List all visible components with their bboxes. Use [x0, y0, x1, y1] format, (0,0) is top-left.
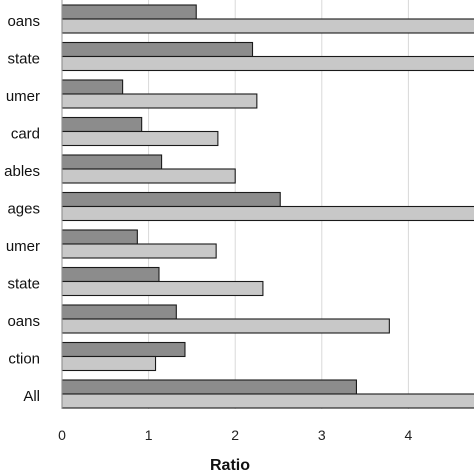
- category-label-7: state: [7, 275, 40, 292]
- category-labels: oans state umer card ables ages umer state oans c…: [4, 13, 40, 405]
- bar-series2-6: [61, 243, 217, 259]
- bar-series1-5: [61, 191, 281, 208]
- category-label-1: state: [7, 50, 40, 67]
- x-tick-labels: 0 1 2 3 4: [58, 427, 412, 443]
- x-tick-label-0: 0: [58, 427, 66, 443]
- bar-series2-4: [61, 168, 236, 184]
- category-label-4: ables: [4, 163, 40, 180]
- bar-series2-8: [61, 318, 390, 334]
- x-tick-label-2: 2: [231, 427, 239, 443]
- bar-series2-2: [61, 93, 258, 109]
- bar-series2-0: [61, 18, 474, 34]
- bar-series1-4: [61, 154, 163, 170]
- bar-series1-8: [61, 304, 177, 320]
- x-tick-label-4: 4: [405, 427, 413, 443]
- category-label-5: ages: [7, 200, 40, 217]
- bar-series2-10: [61, 393, 474, 409]
- x-axis-title: Ratio: [210, 457, 250, 474]
- bar-series2-7: [61, 280, 264, 297]
- bar-series1-9: [61, 341, 186, 358]
- category-label-10: All: [23, 388, 40, 405]
- bar-series1-0: [61, 4, 197, 20]
- bars: [61, 4, 474, 409]
- bar-series2-5: [61, 205, 474, 222]
- category-label-3: card: [11, 125, 40, 142]
- bar-series1-3: [61, 116, 143, 133]
- category-label-0: oans: [7, 13, 40, 30]
- bar-series2-9: [61, 355, 157, 372]
- bar-series2-1: [61, 55, 474, 72]
- bar-series1-2: [61, 79, 124, 95]
- category-label-9: ction: [8, 350, 40, 367]
- bar-series1-1: [61, 41, 254, 58]
- category-label-6: umer: [6, 238, 40, 255]
- x-tick-label-1: 1: [145, 427, 153, 443]
- bar-series2-3: [61, 130, 219, 147]
- category-label-2: umer: [6, 88, 40, 105]
- bar-series1-6: [61, 229, 138, 245]
- category-label-8: oans: [7, 313, 40, 330]
- bar-series1-7: [61, 266, 160, 283]
- bar-series1-10: [61, 379, 357, 395]
- x-tick-label-3: 3: [318, 427, 326, 443]
